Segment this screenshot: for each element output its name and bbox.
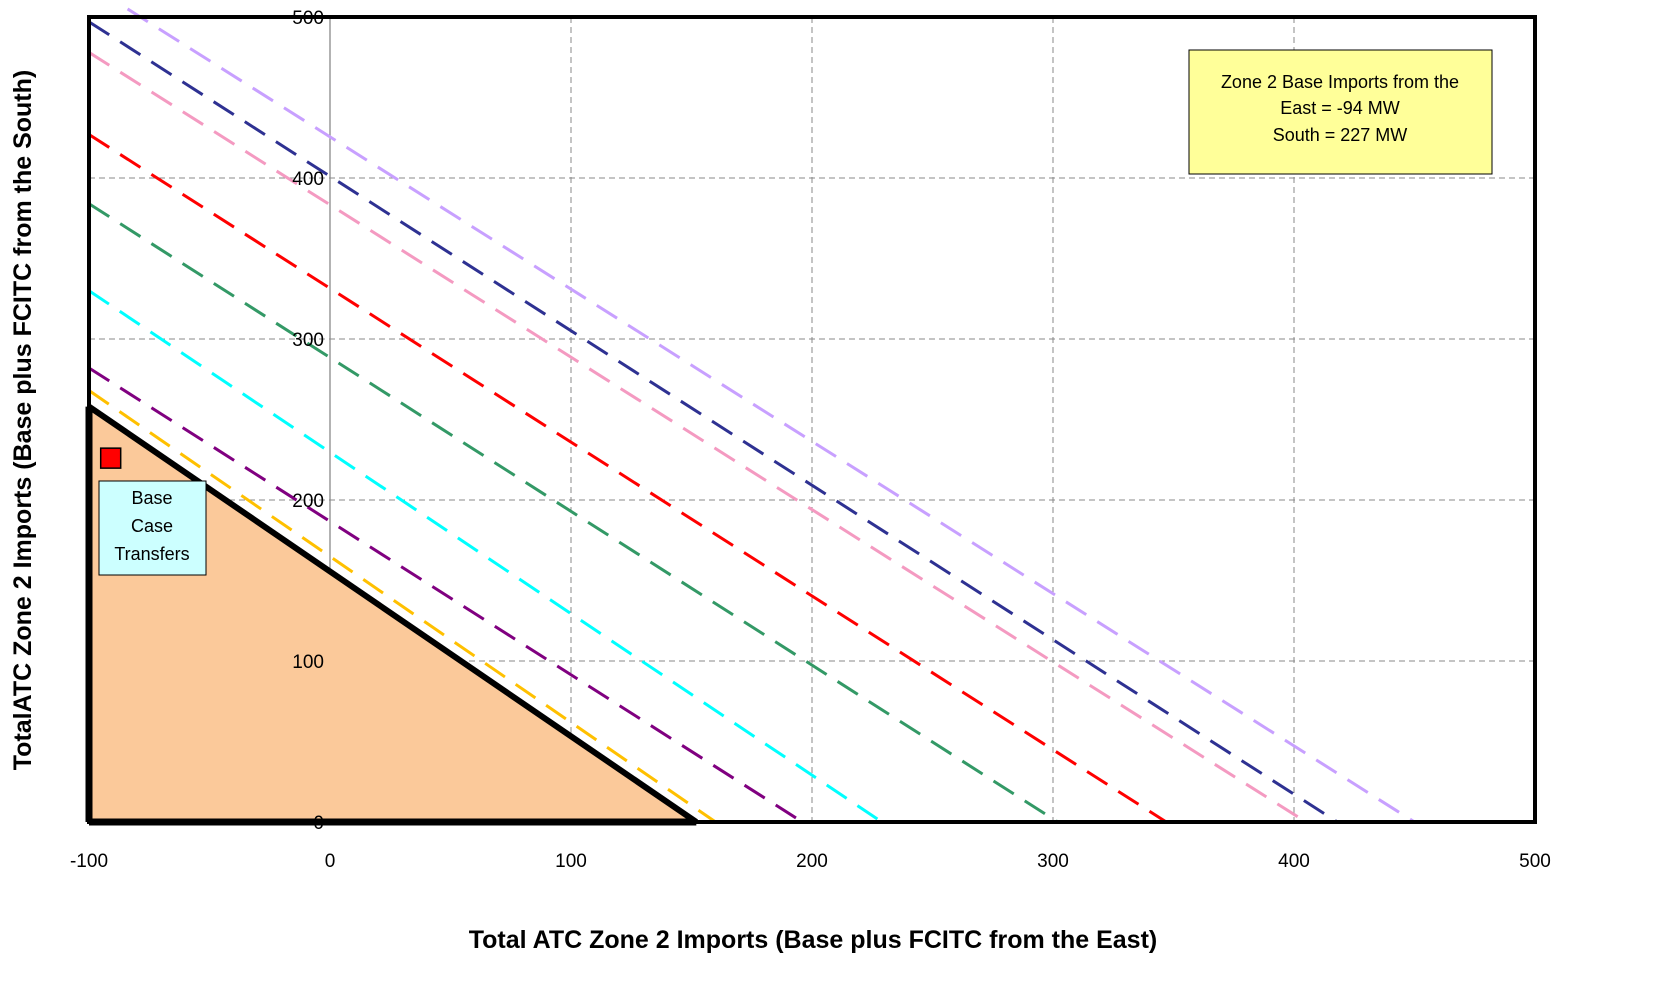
- x-tick-label: 400: [1278, 851, 1310, 872]
- limit-line-5: [88, 202, 1059, 824]
- base-case-label: Base Case Transfers: [98, 480, 207, 576]
- info-box: Zone 2 Base Imports from the East = -94 …: [1188, 49, 1493, 175]
- binding-limit-line: [87, 404, 699, 825]
- info-box-line-1: Zone 2 Base Imports from the: [1221, 72, 1459, 92]
- base-case-point: [99, 447, 122, 469]
- limit-line-8: [88, 389, 717, 824]
- limit-line-7: [88, 366, 804, 824]
- limit-line-1: [126, 7, 1416, 824]
- x-tick-label: 500: [1519, 851, 1551, 872]
- info-box-line-3: South = 227 MW: [1273, 125, 1408, 145]
- x-tick-label: 300: [1037, 851, 1069, 872]
- x-tick-label: -100: [70, 851, 108, 872]
- x-axis-title: Total ATC Zone 2 Imports (Base plus FCIT…: [469, 926, 1157, 954]
- info-box-bg: [1188, 49, 1493, 175]
- y-tick-label: 100: [292, 652, 324, 673]
- limit-line-6: [88, 289, 883, 824]
- y-tick-label: 200: [292, 491, 324, 512]
- x-tick-label: 200: [796, 851, 828, 872]
- y-tick-label: 300: [292, 330, 324, 351]
- y-axis-title: TotalATC Zone 2 Imports (Base plus FCITC…: [9, 70, 37, 770]
- x-tick-label: 0: [325, 851, 336, 872]
- limit-line-4: [88, 133, 1168, 824]
- y-tick-label: 400: [292, 169, 324, 190]
- limit-line-2: [88, 20, 1339, 824]
- x-tick-label: 100: [555, 851, 587, 872]
- base-case-label-bg: [98, 480, 207, 576]
- base-case-label-line-3: Transfers: [114, 544, 189, 564]
- base-case-label-line-2: Case: [131, 516, 173, 536]
- limit-line-3: [88, 51, 1307, 824]
- info-box-line-2: East = -94 MW: [1280, 98, 1400, 118]
- base-case-label-line-1: Base: [131, 488, 172, 508]
- plot-frame: [87, 15, 1537, 824]
